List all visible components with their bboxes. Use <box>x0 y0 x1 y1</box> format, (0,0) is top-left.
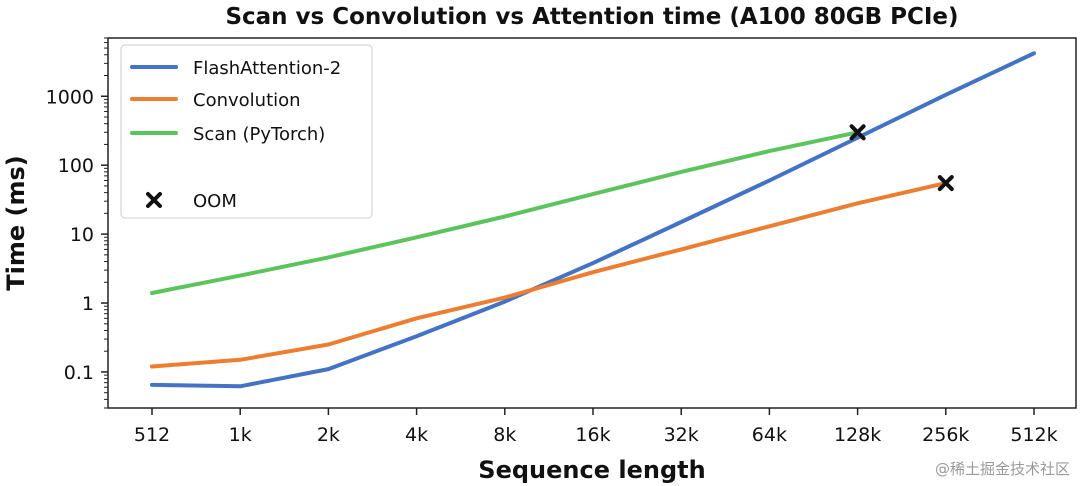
legend-label: Scan (PyTorch) <box>193 124 325 145</box>
oom-marker <box>937 175 954 192</box>
y-axis-label: Time (ms) <box>2 155 30 290</box>
x-tick-label: 128k <box>834 424 881 446</box>
legend-label: Convolution <box>193 90 301 111</box>
x-tick-label: 64k <box>752 424 787 446</box>
x-tick-label: 512k <box>1010 424 1057 446</box>
legend-oom-label: OOM <box>193 191 237 212</box>
y-tick-label: 0.1 <box>64 362 94 384</box>
chart-title: Scan vs Convolution vs Attention time (A… <box>225 4 958 30</box>
oom-markers <box>849 124 954 192</box>
series-lines <box>150 51 1036 389</box>
series-line <box>150 181 948 369</box>
x-tick-label: 1k <box>229 424 252 446</box>
x-tick-label: 512 <box>134 424 170 446</box>
series-line <box>150 130 860 295</box>
x-tick-label: 32k <box>664 424 699 446</box>
y-tick-label: 100 <box>58 155 94 177</box>
legend-box <box>120 44 373 219</box>
x-tick-label: 2k <box>317 424 340 446</box>
y-axis-ticks: 0.1 1 10 100 1000 <box>46 37 108 409</box>
watermark-text: @稀土掘金技术社区 <box>935 460 1070 478</box>
x-tick-label: 256k <box>922 424 969 446</box>
x-tick-label: 4k <box>405 424 428 446</box>
x-axis-label: Sequence length <box>478 456 705 484</box>
series-line <box>150 51 1036 389</box>
legend-oom-marker <box>146 192 162 208</box>
y-tick-label: 1000 <box>46 86 94 108</box>
y-tick-label: 10 <box>70 224 94 246</box>
x-axis-ticks: 512 1k 2k 4k 8k 16k 32k 64k 128k 256k 512k <box>134 408 1058 446</box>
legend-label: FlashAttention-2 <box>193 58 341 79</box>
oom-marker <box>849 124 866 141</box>
legend: FlashAttention-2 Convolution Scan (PyTorch… <box>120 44 373 219</box>
x-tick-label: 16k <box>575 424 610 446</box>
y-tick-label: 1 <box>82 293 94 315</box>
plot-area <box>107 37 1077 409</box>
x-tick-label: 8k <box>493 424 516 446</box>
